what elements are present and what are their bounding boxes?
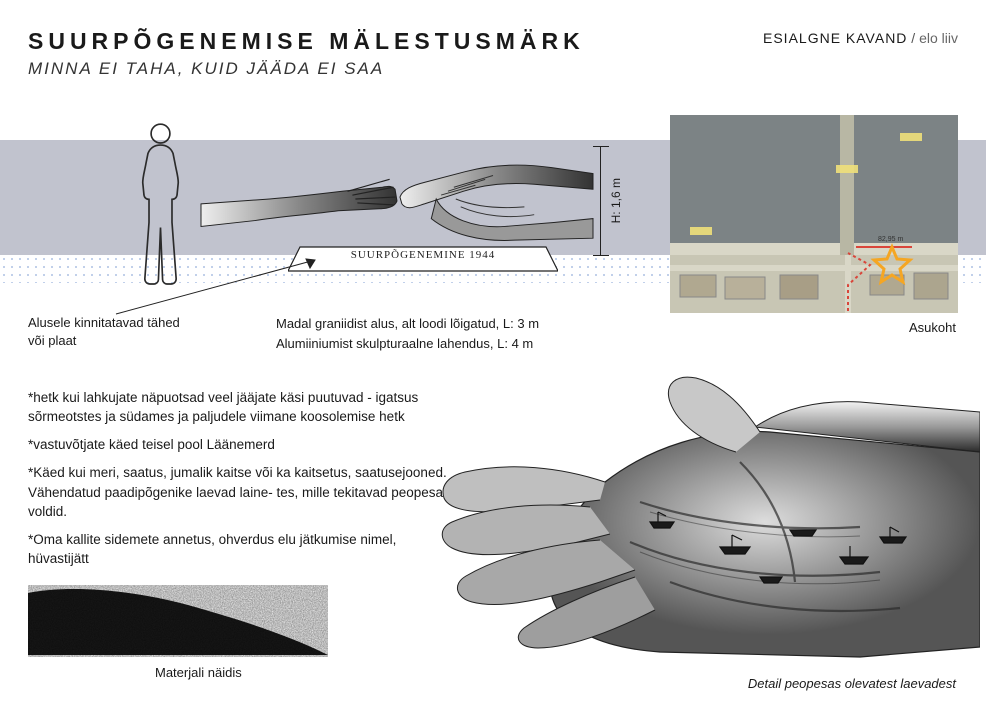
detail-caption: Detail peopesas olevatest laevadest bbox=[748, 676, 956, 691]
height-dimension: H: 1,6 m bbox=[600, 146, 623, 256]
monument-base: SUURPÕGENEMINE 1944 bbox=[288, 245, 558, 273]
callout-dimensions: Madal graniidist alus, alt loodi lõigatu… bbox=[276, 314, 539, 353]
callout-letters: Alusele kinnitatavad tähed või plaat bbox=[28, 314, 198, 349]
bullet-1: *hetk kui lahkujate näpuotsad veel jääja… bbox=[28, 388, 458, 426]
bullet-2: *vastuvõtjate käed teisel pool Läänemerd bbox=[28, 435, 458, 454]
location-map: 82,95 m bbox=[670, 115, 958, 313]
material-caption: Materjali näidis bbox=[155, 665, 242, 680]
reaching-hands-illustration bbox=[198, 150, 596, 248]
map-caption: Asukoht bbox=[909, 320, 956, 335]
author-name: elo liiv bbox=[919, 30, 958, 46]
page-subtitle: MINNA EI TAHA, KUID JÄÄDA EI SAA bbox=[28, 59, 958, 79]
callout-base-dimension: Madal graniidist alus, alt loodi lõigatu… bbox=[276, 314, 539, 334]
stage-label: ESIALGNE KAVAND bbox=[763, 30, 907, 46]
palm-detail-illustration bbox=[440, 372, 980, 662]
svg-text:82,95 m: 82,95 m bbox=[878, 236, 903, 243]
bullet-3: *Käed kui meri, saatus, jumalik kaitse v… bbox=[28, 463, 458, 520]
material-sample bbox=[28, 585, 328, 657]
separator: / bbox=[907, 30, 919, 46]
header-meta: ESIALGNE KAVAND / elo liiv bbox=[763, 30, 958, 46]
bullet-4: *Oma kallite sidemete annetus, ohverdus … bbox=[28, 530, 458, 568]
concept-description: *hetk kui lahkujate näpuotsad veel jääja… bbox=[28, 388, 458, 577]
callout-sculpture-dimension: Alumiiniumist skulpturaalne lahendus, L:… bbox=[276, 334, 539, 354]
human-silhouette-icon bbox=[128, 120, 193, 308]
plinth-inscription: SUURPÕGENEMINE 1944 bbox=[288, 249, 558, 261]
height-label: H: 1,6 m bbox=[609, 178, 623, 223]
